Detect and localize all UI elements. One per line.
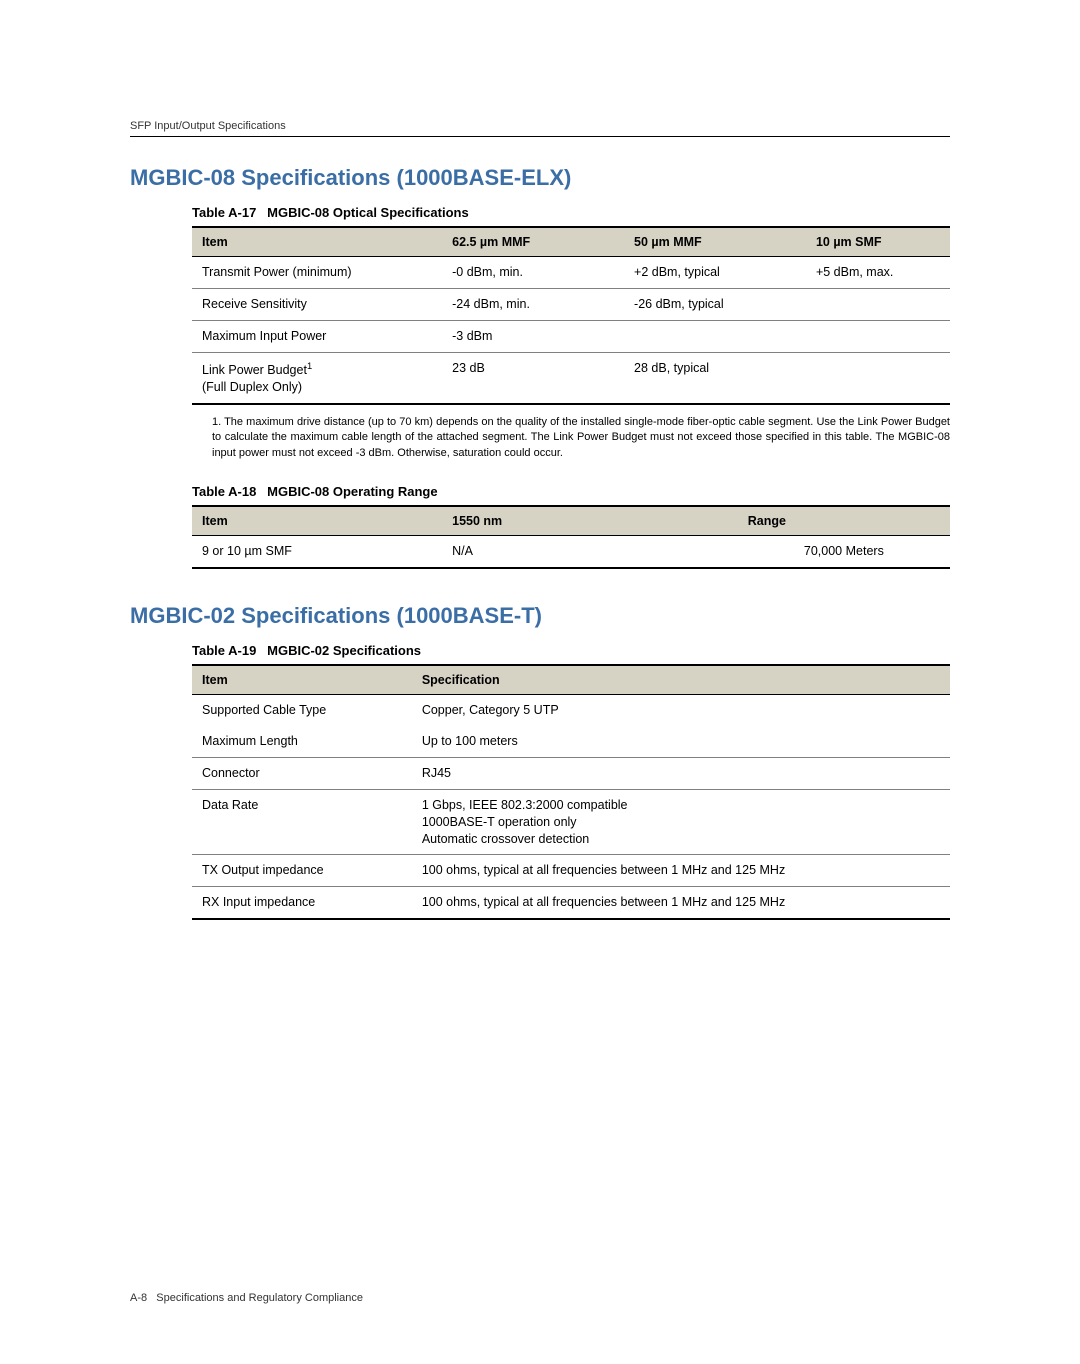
cell: TX Output impedance	[192, 855, 412, 887]
table-row: Connector RJ45	[192, 757, 950, 789]
col-header: Item	[192, 506, 442, 536]
footer-title: Specifications and Regulatory Compliance	[156, 1292, 363, 1304]
datarate-l2: 1000BASE-T operation only	[422, 815, 577, 829]
footnote-ref: 1	[307, 361, 312, 371]
table-header-row: Item Specification	[192, 665, 950, 695]
table-a17-number: Table A-17	[192, 205, 256, 220]
table-a18: Item 1550 nm Range 9 or 10 µm SMF N/A 70…	[192, 505, 950, 569]
table-row: Supported Cable Type Copper, Category 5 …	[192, 695, 950, 726]
cell: Transmit Power (minimum)	[192, 257, 442, 289]
table-row: Maximum Input Power -3 dBm	[192, 320, 950, 352]
table-row: Maximum Length Up to 100 meters	[192, 726, 950, 757]
table-a18-title: Table A-18 MGBIC-08 Operating Range	[192, 484, 950, 499]
cell: Data Rate	[192, 789, 412, 855]
cell: Copper, Category 5 UTP	[412, 695, 950, 726]
cell: 100 ohms, typical at all frequencies bet…	[412, 855, 950, 887]
section2-heading: MGBIC-02 Specifications (1000BASE-T)	[130, 603, 950, 629]
table-row: TX Output impedance 100 ohms, typical at…	[192, 855, 950, 887]
cell: Link Power Budget1 (Full Duplex Only)	[192, 352, 442, 403]
table-a19: Item Specification Supported Cable Type …	[192, 664, 950, 920]
cell: Up to 100 meters	[412, 726, 950, 757]
table-a17-title: Table A-17 MGBIC-08 Optical Specificatio…	[192, 205, 950, 220]
cell	[806, 352, 950, 403]
col-header: 50 µm MMF	[624, 227, 806, 257]
table-a19-caption: MGBIC-02 Specifications	[267, 643, 421, 658]
page: SFP Input/Output Specifications MGBIC-08…	[0, 0, 1080, 970]
cell: 100 ohms, typical at all frequencies bet…	[412, 887, 950, 919]
datarate-l1: 1 Gbps, IEEE 802.3:2000 compatible	[422, 798, 628, 812]
cell: Maximum Length	[192, 726, 412, 757]
cell: -26 dBm, typical	[624, 288, 806, 320]
col-header: Item	[192, 227, 442, 257]
cell: N/A	[442, 536, 738, 568]
cell: Supported Cable Type	[192, 695, 412, 726]
cell: 28 dB, typical	[624, 352, 806, 403]
table-header-row: Item 1550 nm Range	[192, 506, 950, 536]
cell: -24 dBm, min.	[442, 288, 624, 320]
cell	[624, 320, 806, 352]
table-a17: Item 62.5 µm MMF 50 µm MMF 10 µm SMF Tra…	[192, 226, 950, 405]
col-header: Range	[738, 506, 950, 536]
col-header: 1550 nm	[442, 506, 738, 536]
table-row: 9 or 10 µm SMF N/A 70,000 Meters	[192, 536, 950, 568]
col-header: Specification	[412, 665, 950, 695]
section2-body: Table A-19 MGBIC-02 Specifications Item …	[192, 643, 950, 920]
page-number: A-8	[130, 1292, 147, 1304]
section1-body: Table A-17 MGBIC-08 Optical Specificatio…	[192, 205, 950, 569]
cell: +2 dBm, typical	[624, 257, 806, 289]
page-footer: A-8 Specifications and Regulatory Compli…	[130, 1292, 363, 1304]
link-budget-label: Link Power Budget	[202, 363, 307, 377]
link-budget-sub: (Full Duplex Only)	[202, 380, 302, 394]
cell: Maximum Input Power	[192, 320, 442, 352]
cell	[806, 320, 950, 352]
table-row: Transmit Power (minimum) -0 dBm, min. +2…	[192, 257, 950, 289]
cell: -0 dBm, min.	[442, 257, 624, 289]
table-row: Link Power Budget1 (Full Duplex Only) 23…	[192, 352, 950, 403]
cell: 70,000 Meters	[738, 536, 950, 568]
table-a19-title: Table A-19 MGBIC-02 Specifications	[192, 643, 950, 658]
cell: RX Input impedance	[192, 887, 412, 919]
datarate-l3: Automatic crossover detection	[422, 832, 589, 846]
cell: +5 dBm, max.	[806, 257, 950, 289]
cell: 23 dB	[442, 352, 624, 403]
running-head: SFP Input/Output Specifications	[130, 120, 950, 137]
table-a18-caption: MGBIC-08 Operating Range	[267, 484, 437, 499]
table-row: Data Rate 1 Gbps, IEEE 802.3:2000 compat…	[192, 789, 950, 855]
table-a18-number: Table A-18	[192, 484, 256, 499]
table-a17-footnote: 1. The maximum drive distance (up to 70 …	[212, 415, 950, 463]
table-row: Receive Sensitivity -24 dBm, min. -26 dB…	[192, 288, 950, 320]
col-header: Item	[192, 665, 412, 695]
section1-heading: MGBIC-08 Specifications (1000BASE-ELX)	[130, 165, 950, 191]
table-header-row: Item 62.5 µm MMF 50 µm MMF 10 µm SMF	[192, 227, 950, 257]
cell: Connector	[192, 757, 412, 789]
table-a17-caption: MGBIC-08 Optical Specifications	[267, 205, 469, 220]
col-header: 10 µm SMF	[806, 227, 950, 257]
table-a19-number: Table A-19	[192, 643, 256, 658]
cell: 9 or 10 µm SMF	[192, 536, 442, 568]
col-header: 62.5 µm MMF	[442, 227, 624, 257]
cell: -3 dBm	[442, 320, 624, 352]
cell: Receive Sensitivity	[192, 288, 442, 320]
cell: 1 Gbps, IEEE 802.3:2000 compatible 1000B…	[412, 789, 950, 855]
cell: RJ45	[412, 757, 950, 789]
table-row: RX Input impedance 100 ohms, typical at …	[192, 887, 950, 919]
cell	[806, 288, 950, 320]
